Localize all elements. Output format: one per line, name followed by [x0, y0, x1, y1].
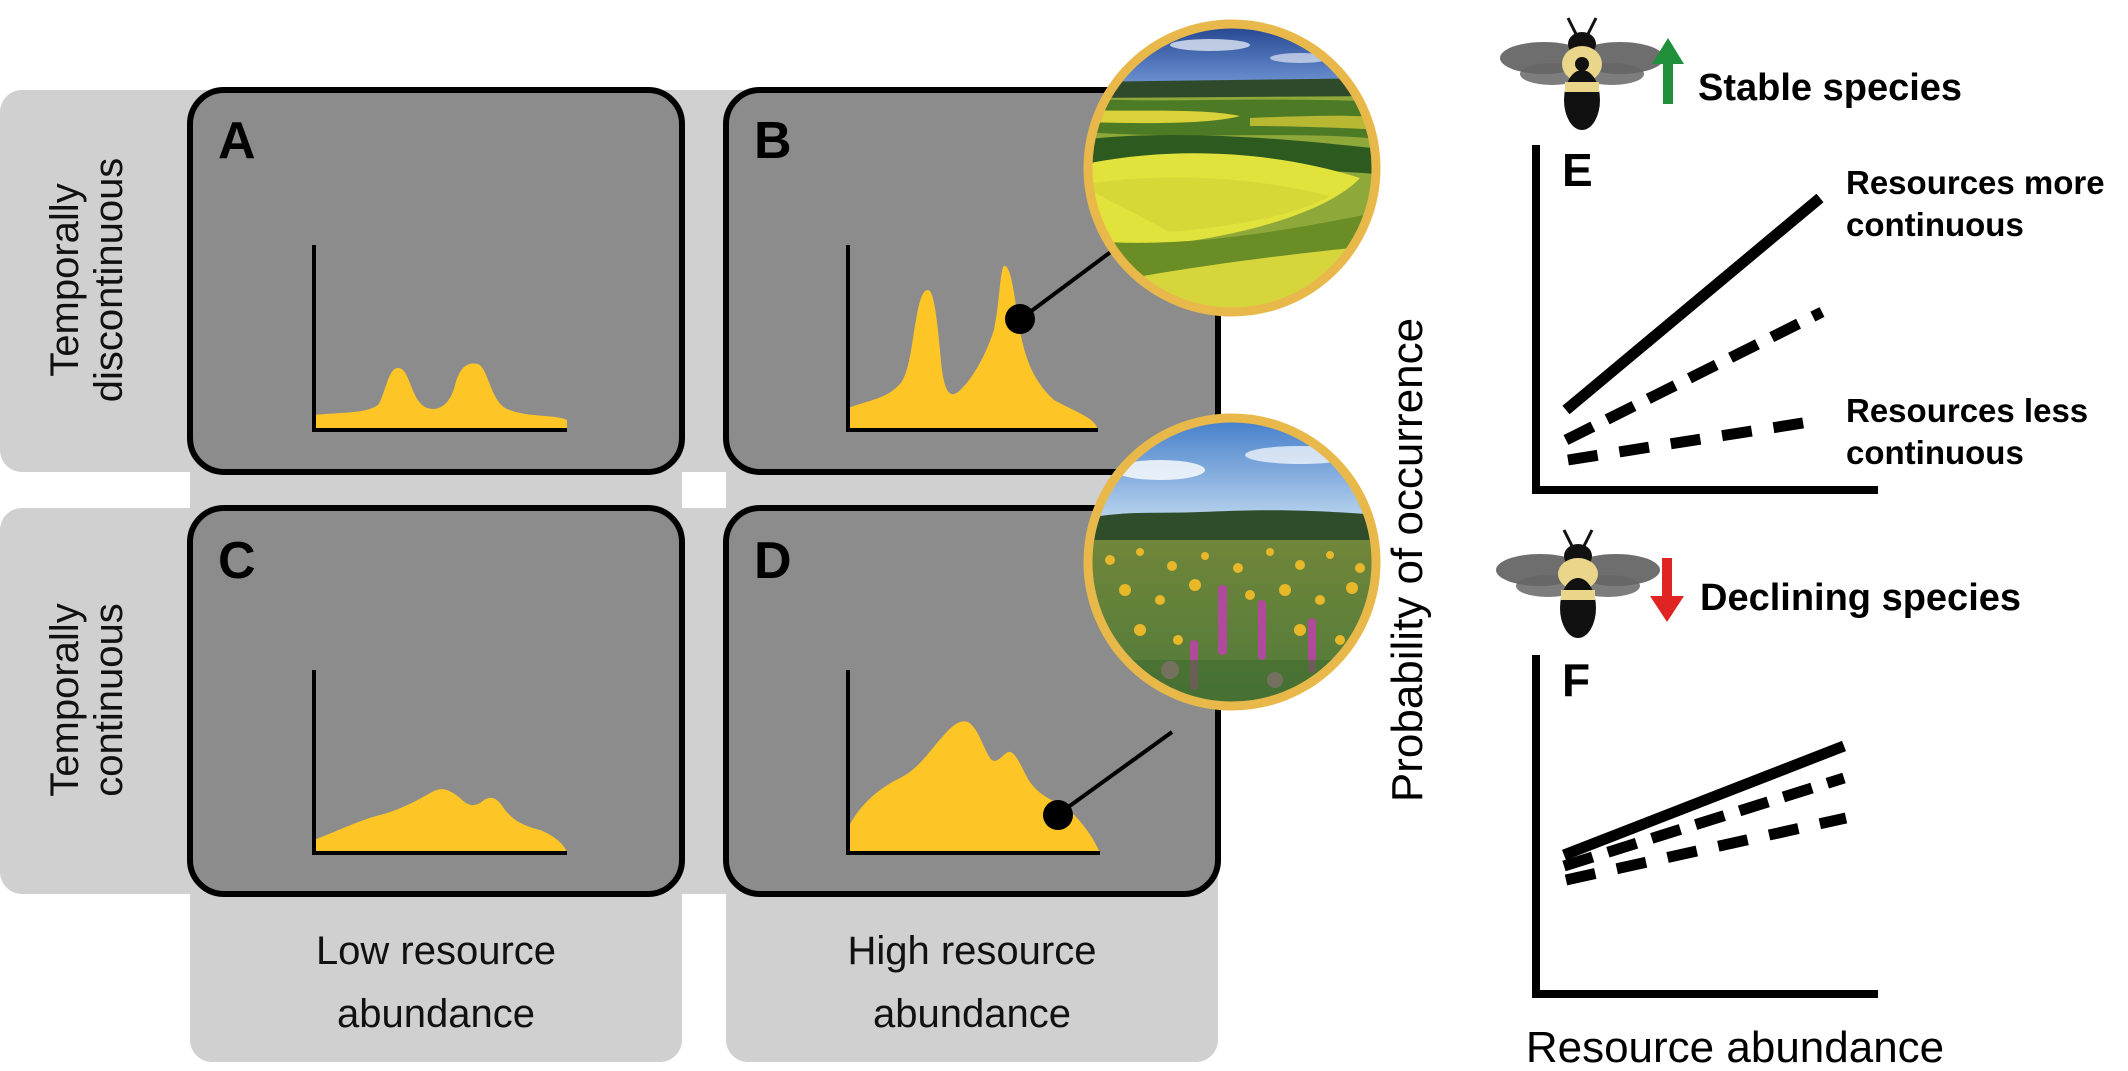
column-label-right-line1: High resource — [847, 929, 1096, 973]
panel-letter-b: B — [754, 112, 792, 170]
panel-letter-d: D — [754, 532, 792, 590]
panel-f-plot — [1532, 655, 1878, 998]
panel-letter-c: C — [218, 532, 256, 590]
connector-line-b — [1020, 243, 1122, 320]
photo-ring-d — [1083, 413, 1381, 711]
line-e-intermediate — [1563, 307, 1825, 445]
legend-less-line2: continuous — [1846, 434, 2024, 471]
distribution-d — [846, 670, 1174, 855]
panel-e-plot — [1532, 145, 1878, 494]
connector-line-d — [1058, 730, 1174, 815]
line-f-more-continuous — [1562, 740, 1846, 861]
distribution-a — [312, 245, 567, 432]
distribution-b — [846, 243, 1122, 432]
down-arrow-icon — [1650, 558, 1684, 622]
distribution-c — [312, 670, 567, 855]
y-axis-title: Probability of occurrence — [1383, 318, 1432, 802]
column-label-right-line2: abundance — [873, 992, 1071, 1036]
legend-less-line1: Resources less — [1846, 392, 2088, 429]
panel-letter-f: F — [1562, 654, 1590, 706]
declining-species-label: Declining species — [1700, 577, 2021, 619]
column-label-left-line2: abundance — [337, 992, 535, 1036]
photo-ring-b — [1083, 19, 1381, 317]
x-axis-title: Resource abundance — [1526, 1023, 1944, 1071]
up-arrow-icon — [1652, 38, 1684, 104]
legend-more-line2: continuous — [1846, 206, 2024, 243]
row-label-top-line2: discontinuous — [87, 158, 131, 403]
stable-species-label: Stable species — [1698, 67, 1962, 109]
line-e-more-continuous — [1562, 193, 1824, 415]
line-e-less-continuous — [1567, 414, 1823, 466]
row-label-top-line1: Temporally — [43, 183, 87, 376]
bee-icon-declining — [1496, 529, 1660, 638]
legend-more-line1: Resources more — [1846, 164, 2105, 201]
row-label-bottom-line2: continuous — [87, 603, 131, 796]
connector-dot-d — [1043, 800, 1073, 830]
panel-letter-a: A — [218, 112, 256, 170]
row-label-bottom-line1: Temporally — [43, 603, 87, 796]
connector-dot-b — [1005, 304, 1035, 334]
bee-icon-stable — [1500, 17, 1664, 130]
line-f-intermediate — [1562, 772, 1846, 872]
panel-letter-e: E — [1562, 144, 1593, 196]
column-label-left-line1: Low resource — [316, 929, 556, 973]
